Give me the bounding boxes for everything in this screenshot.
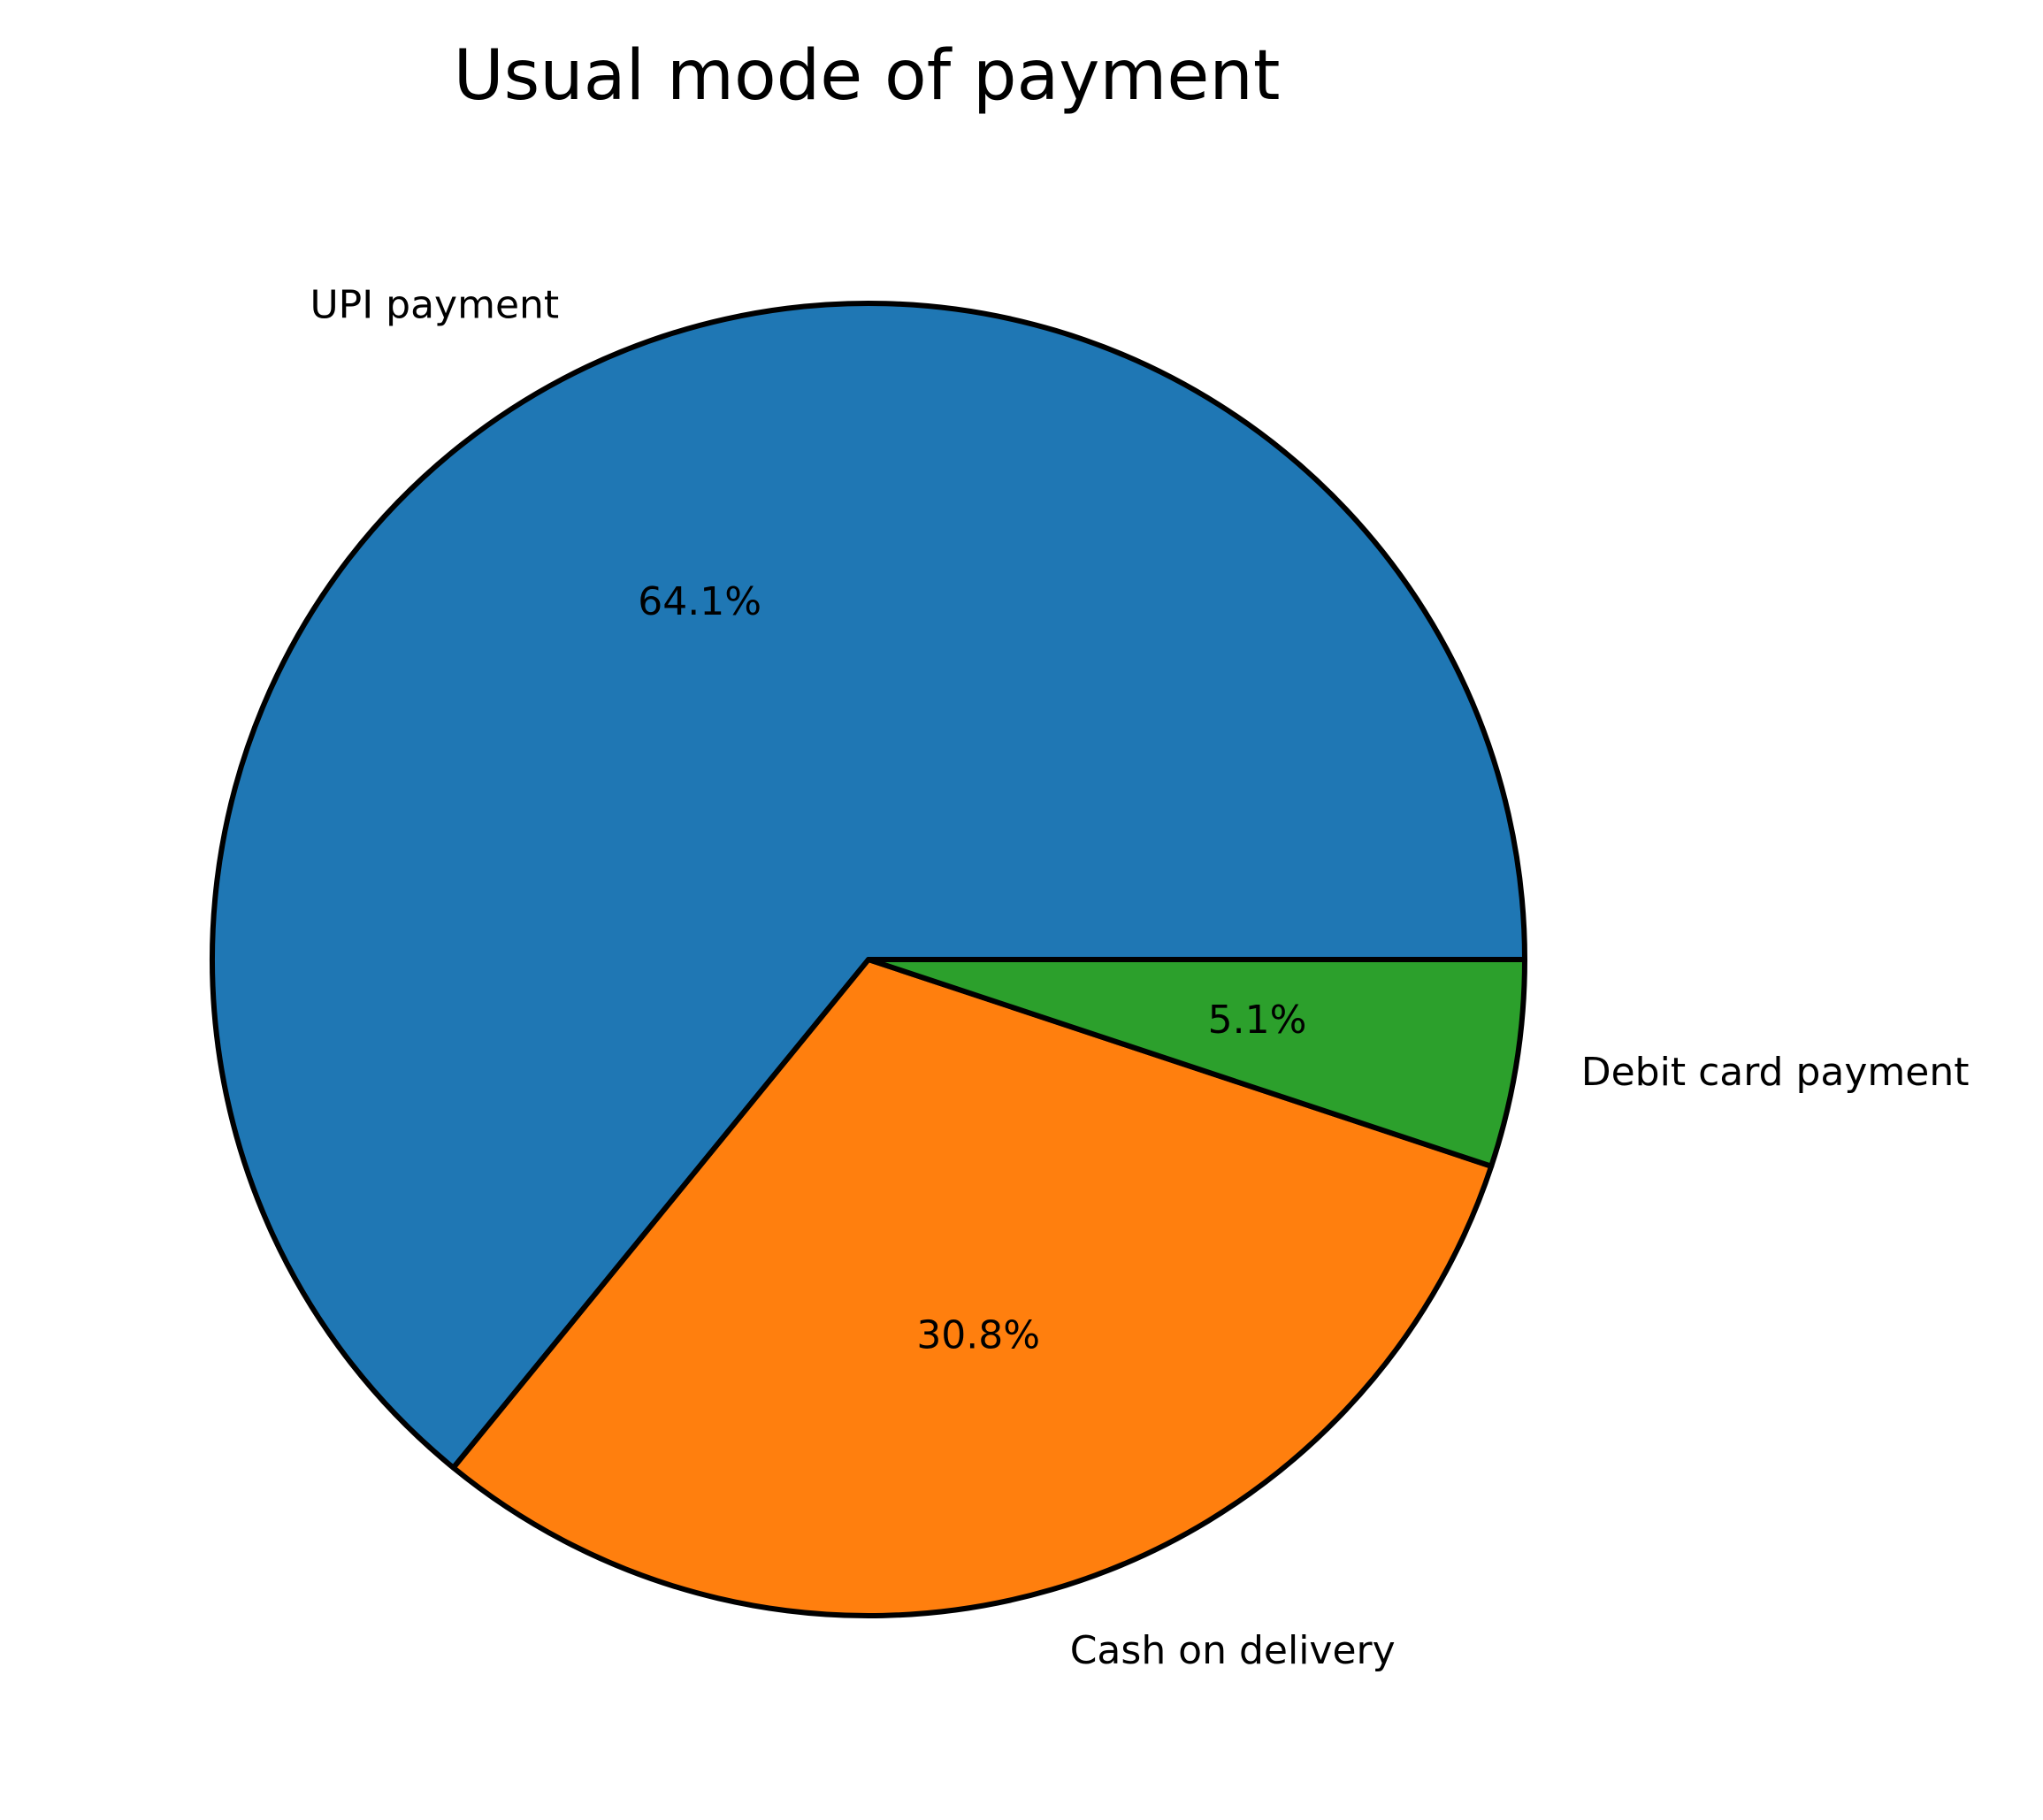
- chart-title: Usual mode of payment: [454, 36, 1281, 116]
- pie-slice-debit-card-payment: [866, 957, 1527, 1169]
- slice-percent-debit-card-payment: 5.1%: [1208, 998, 1307, 1043]
- pie-slices: [210, 301, 1527, 1618]
- slice-label-cash-on-delivery: Cash on delivery: [1070, 1628, 1396, 1673]
- slice-percent-upi-payment: 64.1%: [638, 579, 761, 624]
- slice-label-debit-card-payment: Debit card payment: [1581, 1050, 1970, 1095]
- pie-slice-upi-payment: [210, 301, 1527, 1471]
- pie-labels: UPI payment 64.1% Cash on delivery 30.8% Deb…: [310, 283, 1969, 1673]
- slice-percent-cash-on-delivery: 30.8%: [916, 1313, 1040, 1358]
- slice-label-upi-payment: UPI payment: [310, 283, 559, 328]
- pie-slice-cash-on-delivery: [450, 957, 1495, 1618]
